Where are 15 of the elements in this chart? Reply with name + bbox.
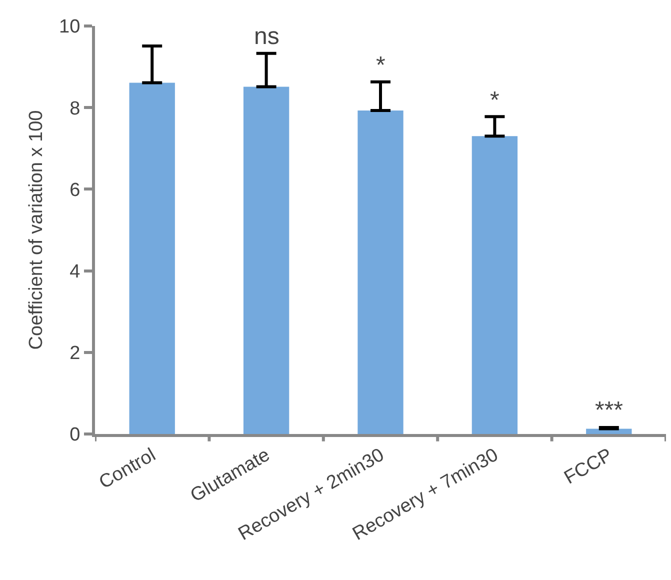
y-tick-label: 2	[70, 343, 80, 364]
annotation: *	[490, 87, 500, 114]
bar	[129, 82, 175, 434]
bar	[243, 86, 290, 434]
bar	[472, 136, 518, 434]
bar	[358, 110, 404, 434]
annotation: *	[376, 52, 386, 79]
y-tick-label: 0	[70, 424, 80, 446]
y-tick-label: 6	[70, 180, 80, 201]
y-tick-label: 8	[70, 98, 80, 120]
y-tick-label: 10	[59, 16, 80, 38]
annotation: ***	[595, 397, 624, 424]
y-tick-label: 4	[70, 261, 81, 282]
annotation: ns	[254, 23, 280, 50]
y-axis-title: Coefficient of variation x 100	[26, 110, 47, 350]
